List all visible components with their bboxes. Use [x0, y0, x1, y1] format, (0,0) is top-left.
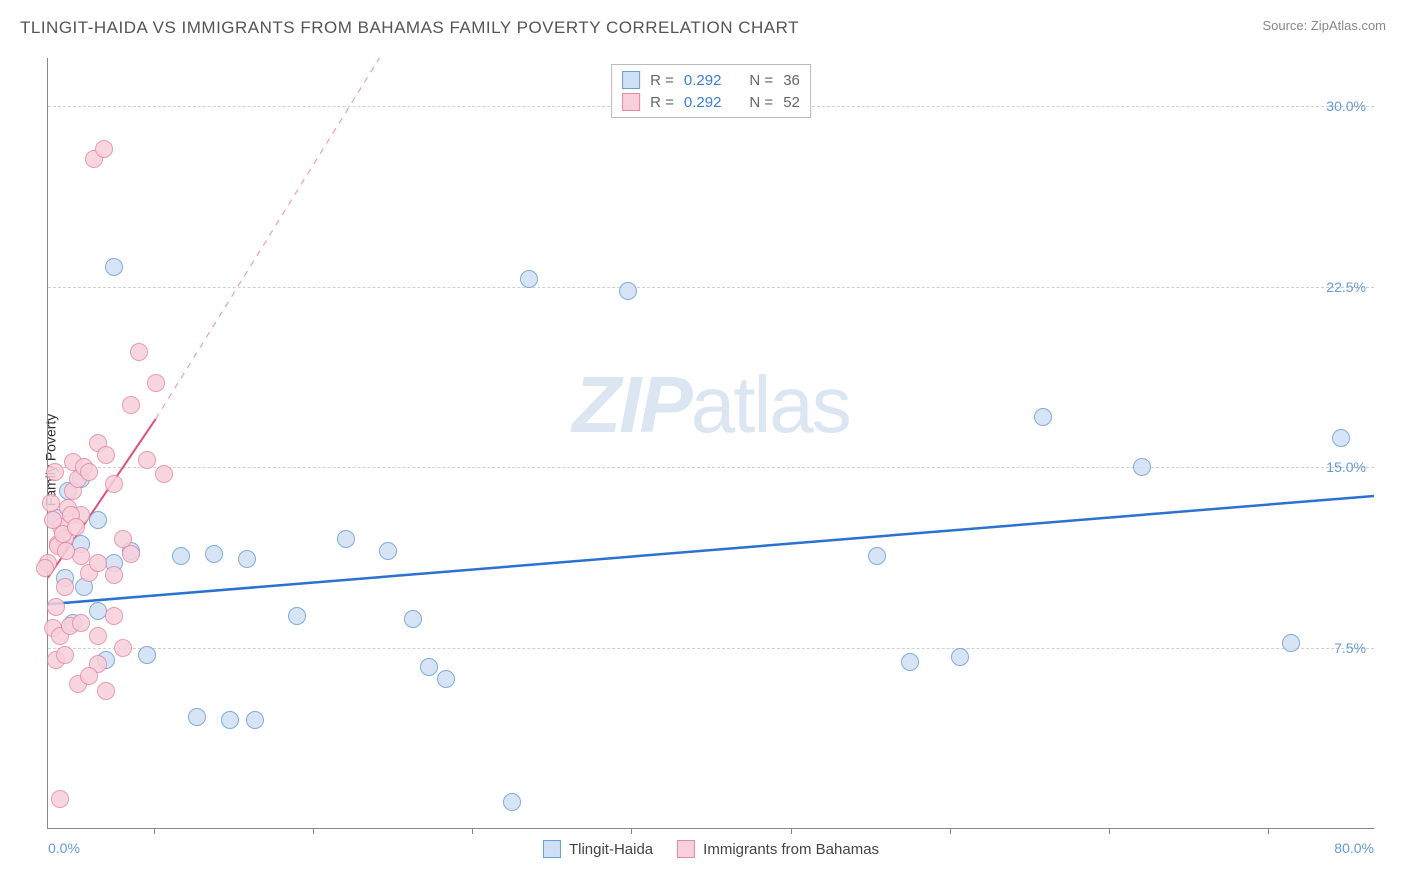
legend-label: Tlingit-Haida: [569, 841, 653, 858]
legend-swatch: [543, 840, 561, 858]
data-point: [619, 282, 637, 300]
x-tick: [791, 828, 792, 834]
data-point: [155, 465, 173, 483]
data-point: [122, 396, 140, 414]
x-tick: [631, 828, 632, 834]
data-point: [97, 682, 115, 700]
legend-row: R = 0.292 N = 52: [622, 91, 800, 113]
gridline: [48, 467, 1374, 468]
data-point: [122, 545, 140, 563]
data-point: [36, 559, 54, 577]
data-point: [1332, 429, 1350, 447]
data-point: [951, 648, 969, 666]
legend-item: Immigrants from Bahamas: [677, 840, 879, 858]
data-point: [868, 547, 886, 565]
data-point: [105, 258, 123, 276]
data-point: [89, 627, 107, 645]
data-point: [520, 270, 538, 288]
data-point: [503, 793, 521, 811]
y-tick-label: 7.5%: [1334, 640, 1366, 656]
x-tick: [154, 828, 155, 834]
data-point: [337, 530, 355, 548]
data-point: [188, 708, 206, 726]
x-tick: [1109, 828, 1110, 834]
data-point: [105, 475, 123, 493]
data-point: [420, 658, 438, 676]
data-point: [89, 602, 107, 620]
correlation-legend: R = 0.292 N = 36 R = 0.292 N = 52: [611, 64, 811, 118]
data-point: [46, 463, 64, 481]
data-point: [80, 667, 98, 685]
data-point: [379, 542, 397, 560]
data-point: [42, 494, 60, 512]
data-point: [221, 711, 239, 729]
data-point: [1133, 458, 1151, 476]
series-legend: Tlingit-Haida Immigrants from Bahamas: [543, 840, 879, 858]
data-point: [246, 711, 264, 729]
data-point: [97, 446, 115, 464]
plot-area: ZIPatlas R =0.292N =36R =0.292N =52 Tlin…: [47, 58, 1374, 829]
data-point: [138, 646, 156, 664]
legend-row: R = 0.292 N = 36: [622, 69, 800, 91]
n-label: N =: [749, 94, 773, 111]
data-point: [56, 646, 74, 664]
data-point: [47, 598, 65, 616]
r-label: R =: [650, 72, 674, 89]
r-value: 0.292: [684, 72, 722, 89]
n-value: 52: [783, 94, 800, 111]
chart-source: Source: ZipAtlas.com: [1262, 18, 1386, 33]
data-point: [288, 607, 306, 625]
r-label: R =: [650, 94, 674, 111]
data-point: [80, 463, 98, 481]
trend-lines-layer: [48, 58, 1374, 828]
x-tick: [950, 828, 951, 834]
data-point: [105, 607, 123, 625]
data-point: [57, 542, 75, 560]
data-point: [205, 545, 223, 563]
data-point: [1282, 634, 1300, 652]
watermark: ZIPatlas: [572, 359, 849, 451]
y-tick-label: 22.5%: [1326, 279, 1366, 295]
data-point: [67, 518, 85, 536]
x-tick-label: 80.0%: [1334, 840, 1374, 856]
chart-header: TLINGIT-HAIDA VS IMMIGRANTS FROM BAHAMAS…: [0, 0, 1406, 48]
data-point: [95, 140, 113, 158]
chart-container: Family Poverty ZIPatlas R =0.292N =36R =…: [0, 50, 1406, 870]
data-point: [105, 566, 123, 584]
x-tick: [313, 828, 314, 834]
x-tick: [472, 828, 473, 834]
legend-swatch: [677, 840, 695, 858]
data-point: [437, 670, 455, 688]
y-tick-label: 15.0%: [1326, 459, 1366, 475]
trend-line-extension: [156, 58, 380, 419]
data-point: [89, 511, 107, 529]
n-label: N =: [749, 72, 773, 89]
data-point: [147, 374, 165, 392]
data-point: [404, 610, 422, 628]
data-point: [172, 547, 190, 565]
data-point: [114, 639, 132, 657]
n-value: 36: [783, 72, 800, 89]
data-point: [51, 790, 69, 808]
gridline: [48, 648, 1374, 649]
data-point: [130, 343, 148, 361]
r-value: 0.292: [684, 94, 722, 111]
legend-swatch: [622, 71, 640, 89]
data-point: [56, 578, 74, 596]
chart-title: TLINGIT-HAIDA VS IMMIGRANTS FROM BAHAMAS…: [20, 18, 799, 38]
gridline: [48, 287, 1374, 288]
data-point: [1034, 408, 1052, 426]
data-point: [901, 653, 919, 671]
legend-label: Immigrants from Bahamas: [703, 841, 879, 858]
data-point: [138, 451, 156, 469]
legend-swatch: [622, 93, 640, 111]
x-tick: [1268, 828, 1269, 834]
data-point: [89, 554, 107, 572]
legend-item: Tlingit-Haida: [543, 840, 653, 858]
data-point: [72, 614, 90, 632]
y-tick-label: 30.0%: [1326, 98, 1366, 114]
data-point: [238, 550, 256, 568]
x-tick-label: 0.0%: [48, 840, 80, 856]
